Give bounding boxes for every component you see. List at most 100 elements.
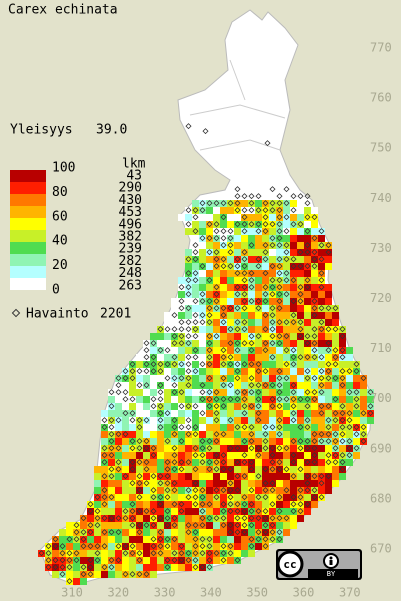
grid-cell <box>150 473 157 480</box>
observation-marker <box>360 438 367 445</box>
observation-marker <box>206 403 213 410</box>
grid-cell <box>150 466 157 473</box>
grid-cell <box>304 312 311 319</box>
easting-label: 320 <box>107 586 129 600</box>
observation-marker <box>234 270 241 277</box>
legend-count: 496 <box>119 217 142 232</box>
grid-cell <box>192 368 199 375</box>
observation-marker <box>311 305 318 312</box>
grid-cell <box>318 480 325 487</box>
observation-marker <box>213 396 220 403</box>
observation-marker <box>269 536 276 543</box>
grid-cell <box>206 242 213 249</box>
observation-marker <box>115 382 122 389</box>
grid-cell <box>206 291 213 298</box>
grid-cell <box>143 480 150 487</box>
observation-marker <box>269 340 276 347</box>
observation-marker <box>255 396 262 403</box>
grid-cell <box>346 396 353 403</box>
grid-cell <box>255 249 262 256</box>
observation-marker <box>150 543 157 550</box>
observation-marker <box>290 207 297 214</box>
observation-marker <box>325 459 332 466</box>
grid-cell <box>297 382 304 389</box>
grid-cell <box>360 424 367 431</box>
observation-marker <box>241 424 248 431</box>
observation-marker <box>304 249 311 256</box>
observation-marker <box>276 298 283 305</box>
grid-cell <box>108 536 115 543</box>
grid-cell <box>206 487 213 494</box>
observation-marker <box>290 319 297 326</box>
grid-cell <box>332 312 339 319</box>
observation-marker <box>192 207 199 214</box>
grid-cell <box>318 347 325 354</box>
grid-cell <box>234 396 241 403</box>
grid-cell <box>248 480 255 487</box>
observation-marker <box>234 501 241 508</box>
grid-cell <box>220 459 227 466</box>
grid-cell <box>157 557 164 564</box>
observation-marker <box>178 459 185 466</box>
observation-marker <box>94 550 101 557</box>
grid-cell <box>213 487 220 494</box>
grid-cell <box>290 522 297 529</box>
grid-cell <box>115 543 122 550</box>
grid-cell <box>360 431 367 438</box>
grid-cell <box>213 312 220 319</box>
grid-cell <box>80 578 87 585</box>
grid-cell <box>241 312 248 319</box>
legend-count: 239 <box>119 242 142 257</box>
grid-cell <box>108 522 115 529</box>
grid-cell <box>283 452 290 459</box>
grid-cell <box>276 340 283 347</box>
grid-cell <box>248 312 255 319</box>
grid-cell <box>318 319 325 326</box>
observation-marker <box>283 249 290 256</box>
grid-cell <box>220 515 227 522</box>
grid-cell <box>66 522 73 529</box>
grid-cell <box>185 431 192 438</box>
observation-marker <box>304 473 311 480</box>
observation-marker <box>129 522 136 529</box>
grid-cell <box>290 361 297 368</box>
grid-cell <box>255 466 262 473</box>
observation-marker <box>185 487 192 494</box>
grid-cell <box>318 403 325 410</box>
grid-cell <box>262 347 269 354</box>
grid-cell <box>157 431 164 438</box>
grid-cell <box>227 557 234 564</box>
grid-cell <box>262 340 269 347</box>
observation-marker <box>262 256 269 263</box>
grid-cell <box>311 487 318 494</box>
observation-marker <box>234 424 241 431</box>
grid-cell <box>325 291 332 298</box>
grid-cell <box>192 424 199 431</box>
observation-marker <box>94 515 101 522</box>
observation-marker <box>66 564 73 571</box>
grid-cell <box>241 270 248 277</box>
observation-marker <box>262 214 269 221</box>
observation-marker <box>255 536 262 543</box>
grid-cell <box>150 368 157 375</box>
grid-cell <box>339 333 346 340</box>
observation-marker <box>234 305 241 312</box>
grid-cell <box>94 564 101 571</box>
observation-marker <box>101 515 108 522</box>
grid-cell <box>192 305 199 312</box>
grid-cell <box>318 256 325 263</box>
grid-cell <box>283 494 290 501</box>
grid-cell <box>339 340 346 347</box>
grid-cell <box>213 431 220 438</box>
observation-marker <box>206 200 213 207</box>
observation-marker <box>248 515 255 522</box>
observation-marker <box>199 207 206 214</box>
grid-cell <box>304 445 311 452</box>
grid-cell <box>171 494 178 501</box>
grid-cell <box>227 263 234 270</box>
observation-marker <box>297 291 304 298</box>
grid-cell <box>206 424 213 431</box>
grid-cell <box>101 494 108 501</box>
observation-marker <box>45 557 52 564</box>
observation-marker <box>311 473 318 480</box>
